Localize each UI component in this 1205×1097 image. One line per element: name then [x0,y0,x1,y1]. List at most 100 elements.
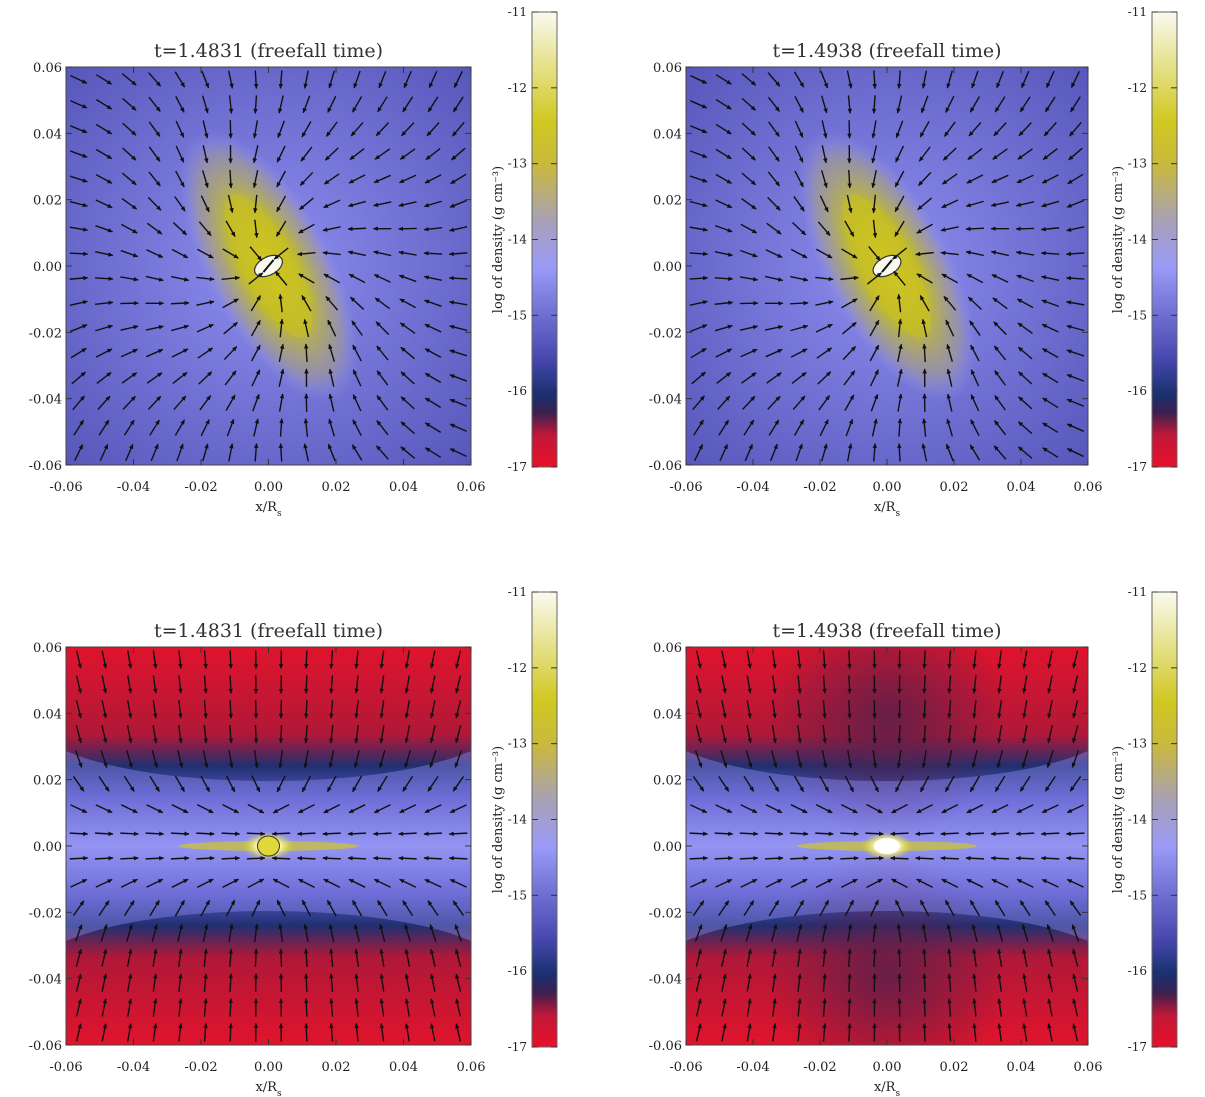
velocity-arrow [771,1023,777,1042]
velocity-arrow [202,145,209,164]
velocity-arrow [377,775,388,792]
velocity-arrow [400,371,415,385]
velocity-arrow [347,250,367,257]
velocity-arrow [866,803,883,814]
velocity-arrow [1042,372,1059,384]
velocity-arrow [922,700,927,719]
velocity-arrow [122,395,136,410]
velocity-arrow [821,923,828,943]
velocity-arrow [70,125,88,134]
velocity-arrow [100,923,108,942]
x-tick-label: -0.04 [117,1060,150,1075]
velocity-arrow [449,324,468,332]
velocity-arrow [945,443,954,462]
velocity-arrow [203,650,208,669]
velocity-arrow [203,973,208,992]
velocity-arrow [847,948,852,967]
velocity-arrow [121,372,138,384]
velocity-arrow [424,323,442,333]
velocity-arrow [847,923,853,943]
velocity-arrow [715,74,732,85]
velocity-arrow [965,250,984,257]
velocity-arrow [323,199,341,209]
velocity-arrow [743,419,755,436]
velocity-arrow [721,973,727,992]
velocity-arrow [272,878,290,889]
velocity-arrow [767,72,781,87]
x-tick-label: -0.06 [49,1060,82,1075]
velocity-arrow [966,174,984,184]
velocity-arrow [146,249,164,259]
velocity-arrow [302,95,311,114]
density-map [686,647,1088,1045]
velocity-arrow [253,725,259,744]
velocity-arrow [178,650,183,669]
velocity-arrow [271,855,291,861]
velocity-arrow [1017,446,1033,459]
velocity-arrow [122,97,137,111]
velocity-arrow [329,973,334,992]
colorbar-tick-label: -12 [1128,661,1147,675]
velocity-arrow [715,804,733,814]
velocity-arrow [815,248,833,259]
velocity-arrow [1065,831,1085,837]
velocity-arrow [303,343,309,363]
velocity-arrow [373,878,391,888]
velocity-arrow [739,831,759,837]
velocity-arrow [1065,855,1085,861]
velocity-arrow [94,300,114,306]
velocity-arrow [894,220,905,237]
velocity-arrow [844,394,855,411]
velocity-arrow [424,397,442,409]
velocity-arrow [794,170,804,188]
velocity-arrow [896,923,902,943]
velocity-arrow [992,148,1008,160]
velocity-arrow [1016,878,1034,888]
velocity-arrow [922,418,927,437]
velocity-arrow [424,299,442,307]
velocity-arrow [841,321,857,335]
velocity-arrow [254,219,259,239]
velocity-arrow [146,222,163,235]
velocity-arrow [896,368,903,387]
velocity-arrow [453,71,463,89]
velocity-arrow [170,275,190,282]
velocity-arrow [400,396,415,410]
velocity-arrow [717,395,731,410]
velocity-arrow [740,249,758,258]
velocity-arrow [944,899,955,917]
velocity-arrow [178,998,183,1017]
velocity-arrow [872,70,877,89]
velocity-arrow [429,725,436,744]
velocity-arrow [329,1023,334,1042]
x-tick-label: 0.04 [389,480,418,495]
velocity-arrow [922,998,927,1017]
velocity-arrow [398,831,417,837]
velocity-arrow [793,196,805,212]
velocity-arrow [746,650,752,669]
velocity-arrow [70,324,88,333]
velocity-arrow [174,71,186,88]
velocity-arrow [203,700,208,719]
velocity-arrow [449,199,467,208]
colorbar-tick-label: -17 [508,1040,527,1054]
velocity-arrow [303,923,309,943]
velocity-arrow [249,246,263,261]
velocity-arrow [720,923,728,942]
velocity-arrow [797,998,802,1017]
y-tick-label: 0.00 [653,260,682,275]
velocity-arrow [252,169,259,189]
velocity-arrow [745,923,753,942]
velocity-arrow [123,900,135,917]
velocity-arrow [276,775,286,793]
velocity-arrow [695,948,702,967]
velocity-arrow [452,900,465,916]
velocity-arrow [147,395,162,410]
velocity-arrow [947,948,952,967]
velocity-arrow [815,804,833,814]
velocity-arrow [1072,1023,1079,1042]
y-tick-label: 0.06 [33,641,62,656]
velocity-arrow [945,95,955,113]
velocity-arrow [323,878,341,888]
velocity-arrow [75,973,82,992]
